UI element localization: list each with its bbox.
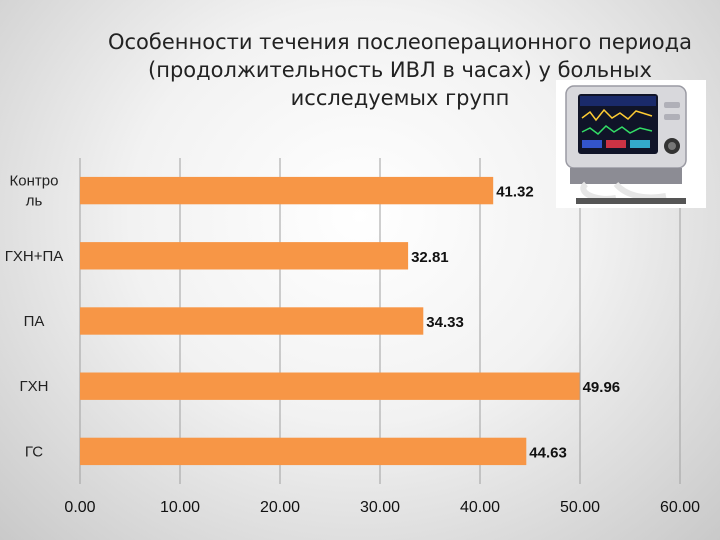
category-labels: Контро ль ГХН+ПА ПА ГХН ГС [5, 173, 64, 461]
bar [80, 176, 494, 205]
bars [80, 176, 580, 466]
bar [80, 437, 527, 466]
category-label: ПА [24, 313, 45, 330]
x-tick-label: 50.00 [560, 499, 600, 516]
value-label: 44.63 [529, 444, 567, 461]
chart-title-line-2: (продолжительность ИВЛ в часах) у больны… [148, 58, 652, 82]
x-tick-labels: 0.00 10.00 20.00 30.00 40.00 50.00 60.00 [64, 499, 700, 516]
chart-title-line-1: Особенности течения послеоперационного п… [107, 30, 693, 54]
value-label: 49.96 [583, 379, 621, 396]
chart-title-line-3: исследуемых групп [290, 86, 510, 110]
category-label: ГС [25, 443, 43, 460]
category-label: ГХН+ПА [5, 248, 64, 265]
x-tick-label: 30.00 [360, 499, 400, 516]
x-tick-label: 0.00 [64, 499, 95, 516]
value-labels: 41.32 32.81 34.33 49.96 44.63 [411, 184, 620, 462]
value-label: 32.81 [411, 249, 449, 266]
bar [80, 242, 409, 270]
x-tick-label: 60.00 [660, 499, 700, 516]
category-label: ГХН [20, 378, 49, 395]
bar [80, 372, 580, 400]
bar [80, 307, 424, 335]
value-label: 34.33 [426, 314, 464, 331]
chart-title: Особенности течения послеоперационного п… [80, 28, 720, 112]
value-label: 41.32 [496, 184, 534, 201]
x-tick-label: 20.00 [260, 499, 300, 516]
x-tick-label: 40.00 [460, 499, 500, 516]
x-tick-label: 10.00 [160, 499, 200, 516]
category-label: Контро ль [10, 173, 59, 210]
ventilator-machine-photo-icon [556, 80, 706, 208]
